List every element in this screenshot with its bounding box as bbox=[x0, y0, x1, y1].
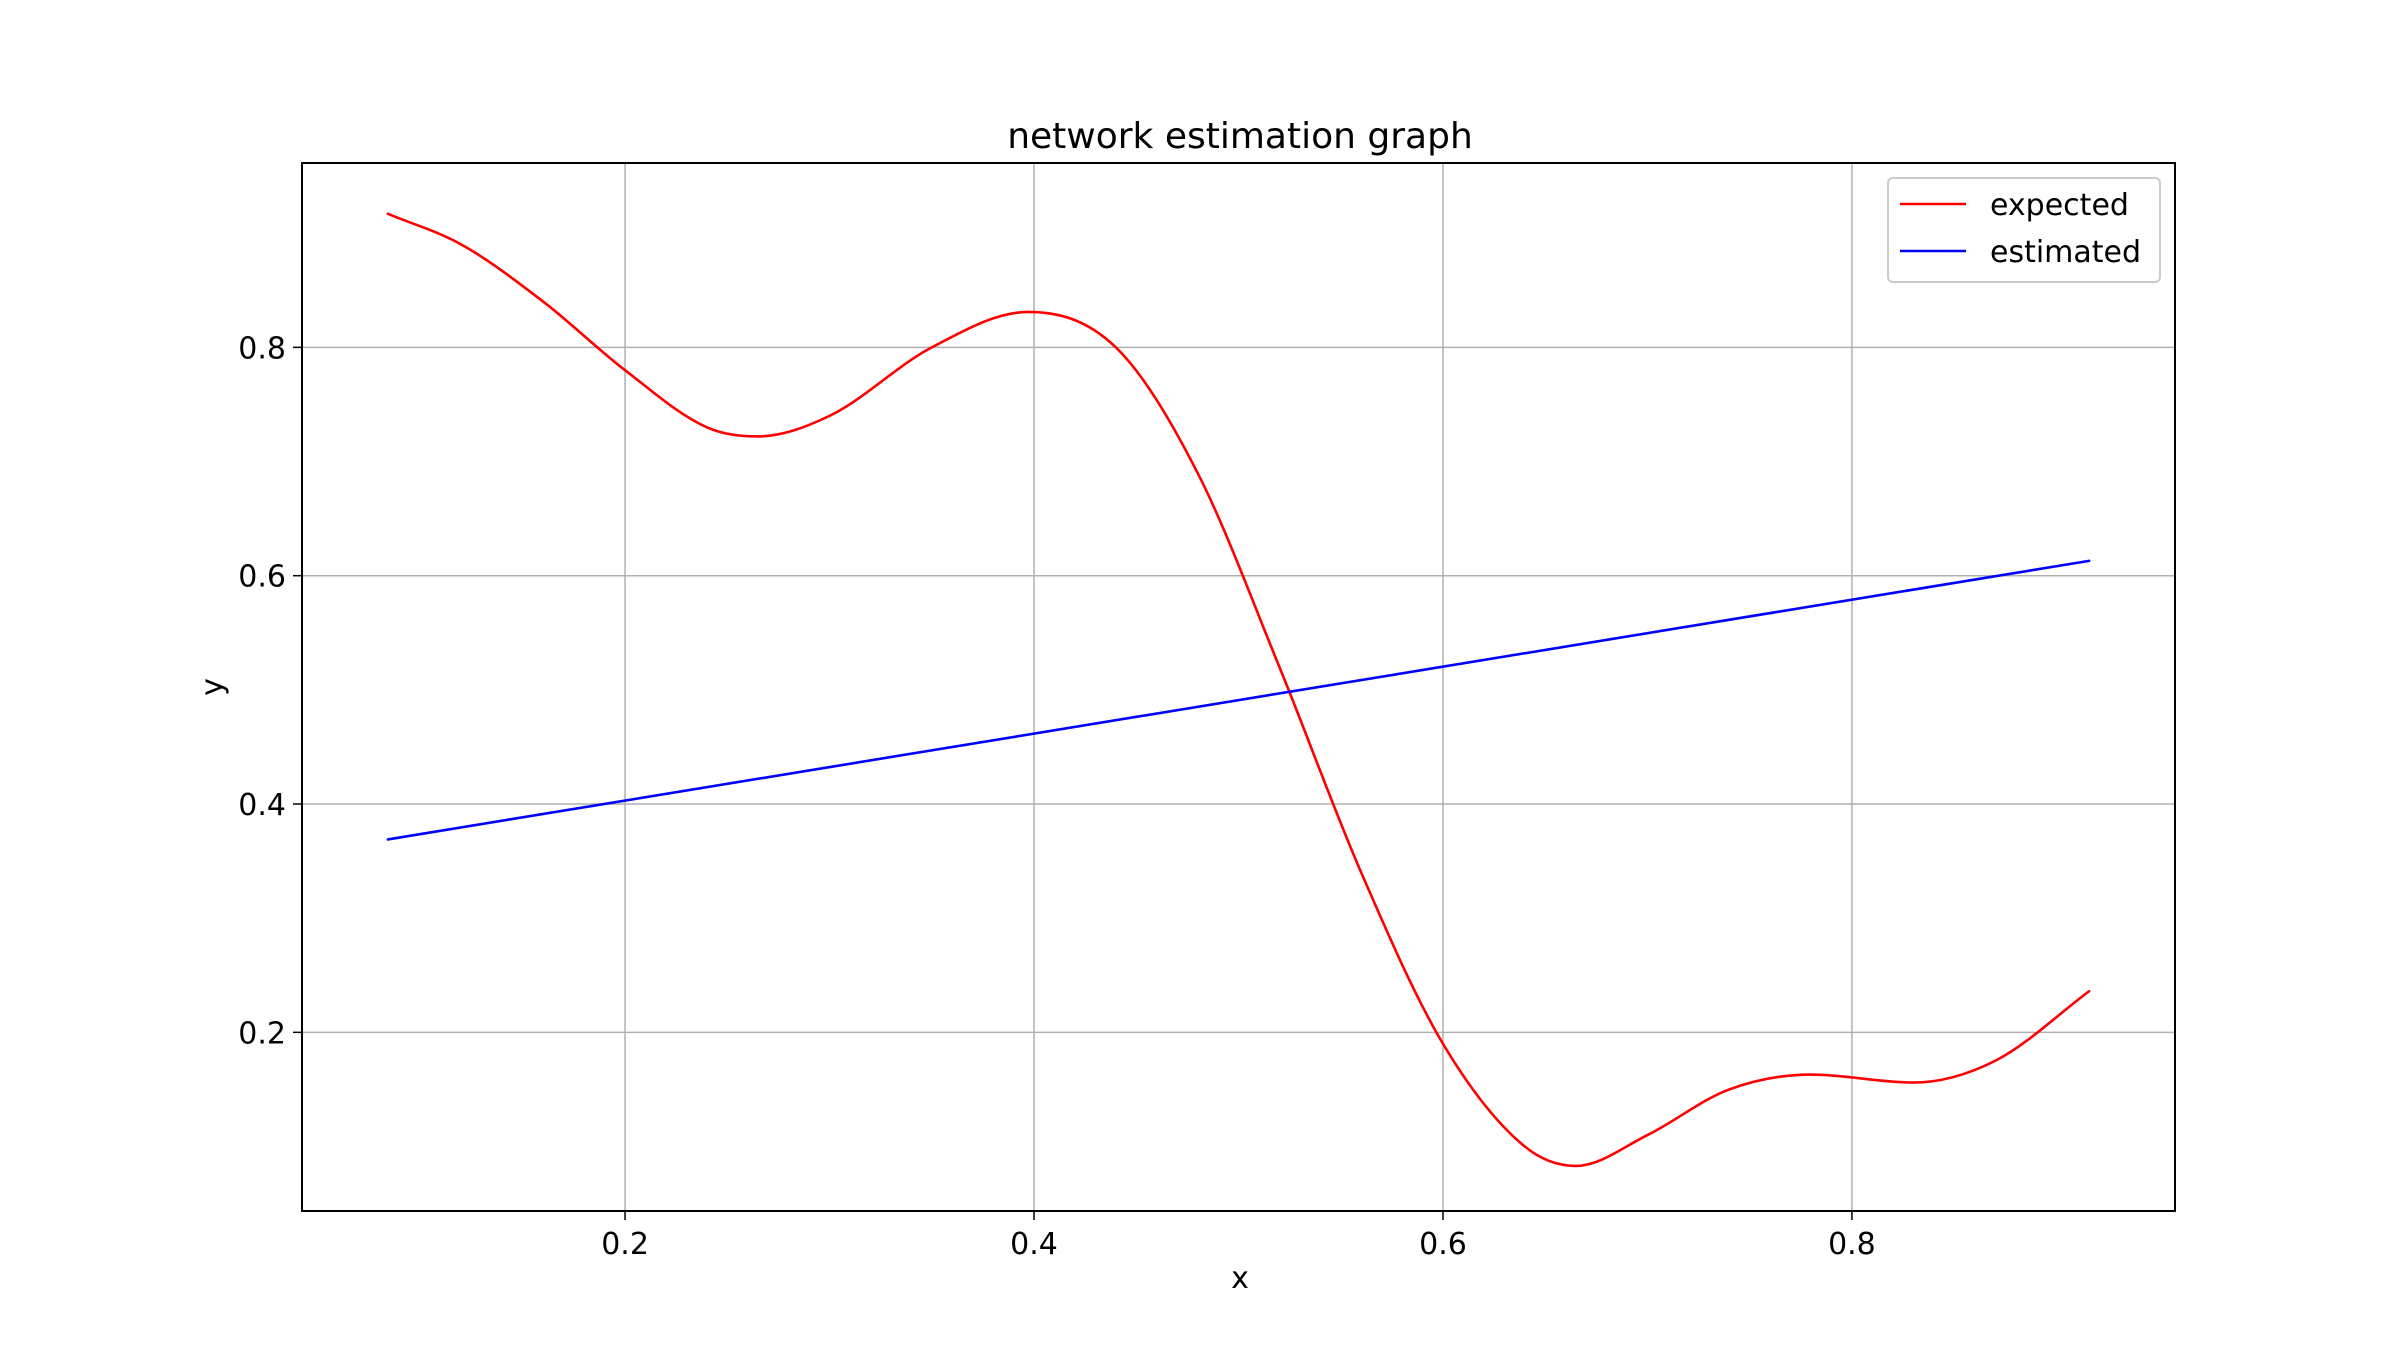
y-axis-label: y bbox=[195, 678, 230, 696]
legend: expected estimated bbox=[1887, 177, 2161, 283]
axis-ticks: 0.2 0.4 0.6 0.8 0.2 0.4 0.6 0.8 bbox=[238, 331, 1876, 1262]
y-tick-label: 0.6 bbox=[238, 560, 286, 595]
series-line-estimated bbox=[386, 559, 2091, 841]
grid-lines bbox=[302, 163, 2175, 1211]
plot-series bbox=[386, 212, 2091, 1168]
x-tick-label: 0.6 bbox=[1419, 1227, 1467, 1262]
y-tick-label: 0.8 bbox=[238, 331, 286, 366]
x-tick-label: 0.8 bbox=[1828, 1227, 1876, 1262]
axes-frame bbox=[301, 162, 2176, 1212]
y-tick-label: 0.2 bbox=[238, 1016, 286, 1051]
x-axis-label: x bbox=[1231, 1261, 1249, 1296]
series-line-expected bbox=[386, 212, 2091, 1168]
x-tick-label: 0.2 bbox=[601, 1227, 649, 1262]
chart-title: network estimation graph bbox=[1007, 116, 1473, 157]
legend-label-expected: expected bbox=[1990, 188, 2129, 223]
y-tick-label: 0.4 bbox=[238, 788, 286, 823]
legend-label-estimated: estimated bbox=[1990, 235, 2141, 270]
x-tick-label: 0.4 bbox=[1010, 1227, 1058, 1262]
